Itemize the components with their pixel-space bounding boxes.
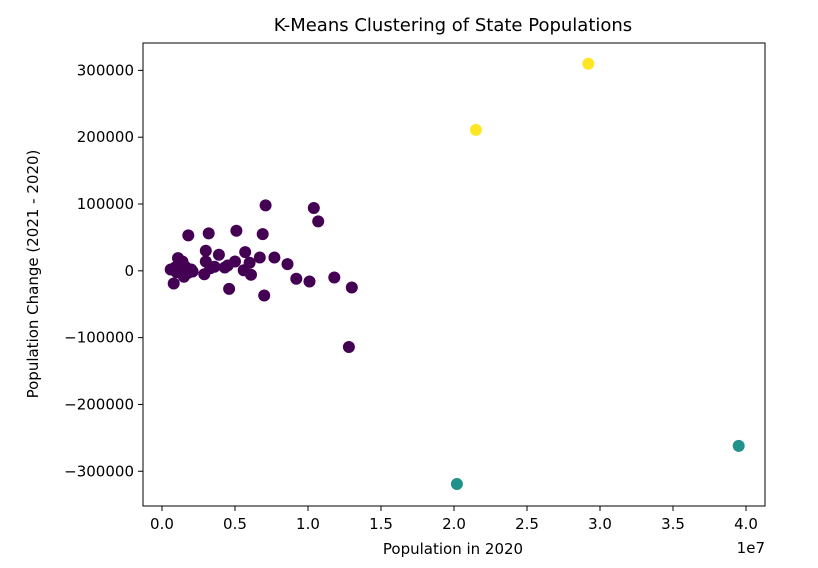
y-tick-label: 300000 bbox=[77, 61, 134, 79]
data-point bbox=[345, 281, 358, 294]
data-point bbox=[582, 57, 595, 70]
x-tick-label: 1.0 bbox=[296, 515, 320, 533]
y-tick-label: 100000 bbox=[77, 195, 134, 213]
data-point bbox=[229, 255, 241, 268]
data-point bbox=[312, 215, 325, 228]
x-tick-label: 3.0 bbox=[588, 515, 612, 533]
data-point bbox=[303, 275, 316, 288]
data-point bbox=[199, 244, 212, 257]
plot-frame bbox=[142, 42, 766, 507]
x-axis-label: Population in 2020 bbox=[383, 540, 523, 558]
data-point bbox=[450, 478, 463, 490]
data-point bbox=[342, 341, 355, 353]
data-point bbox=[186, 265, 199, 278]
x-tick-label: 0.5 bbox=[223, 515, 247, 533]
data-point bbox=[167, 277, 180, 290]
data-point bbox=[256, 228, 269, 241]
data-point bbox=[469, 123, 482, 136]
data-point bbox=[259, 199, 272, 212]
data-point bbox=[281, 258, 294, 271]
x-tick-label: 2.5 bbox=[515, 515, 539, 533]
x-tick-label: 0.0 bbox=[150, 515, 174, 533]
data-point bbox=[732, 439, 745, 452]
data-point bbox=[202, 227, 215, 240]
y-axis-label: Population Change (2021 - 2020) bbox=[24, 150, 42, 399]
y-axis: −300000 −200000 −100000 0 100000 200000 300000 bbox=[64, 61, 143, 480]
data-point bbox=[212, 248, 225, 261]
data-point bbox=[243, 256, 256, 269]
x-axis: 0.0 0.5 1.0 1.5 2.0 2.5 3.0 3.5 4.0 bbox=[150, 506, 758, 533]
y-tick-label: −100000 bbox=[64, 329, 134, 347]
y-tick-label: 200000 bbox=[77, 128, 134, 146]
data-point bbox=[253, 251, 266, 264]
data-point bbox=[239, 246, 252, 259]
x-tick-label: 3.5 bbox=[661, 515, 685, 533]
y-tick-label: 0 bbox=[124, 262, 134, 280]
x-tick-label: 1.5 bbox=[369, 515, 393, 533]
data-point bbox=[328, 271, 341, 284]
y-tick-label: −200000 bbox=[64, 395, 134, 413]
data-point bbox=[182, 229, 195, 242]
data-point bbox=[223, 282, 236, 295]
y-tick-label: −300000 bbox=[64, 462, 134, 480]
data-point bbox=[258, 289, 271, 302]
x-offset-label: 1e7 bbox=[737, 539, 765, 557]
data-point bbox=[307, 202, 320, 214]
data-point bbox=[245, 268, 257, 281]
data-point bbox=[290, 272, 303, 285]
chart-title: K-Means Clustering of State Populations bbox=[274, 15, 632, 36]
data-point bbox=[208, 260, 221, 273]
data-point bbox=[230, 224, 243, 237]
x-tick-label: 2.0 bbox=[442, 515, 466, 533]
x-tick-label: 4.0 bbox=[734, 515, 758, 533]
data-point bbox=[268, 251, 281, 264]
points-layer bbox=[164, 57, 745, 490]
